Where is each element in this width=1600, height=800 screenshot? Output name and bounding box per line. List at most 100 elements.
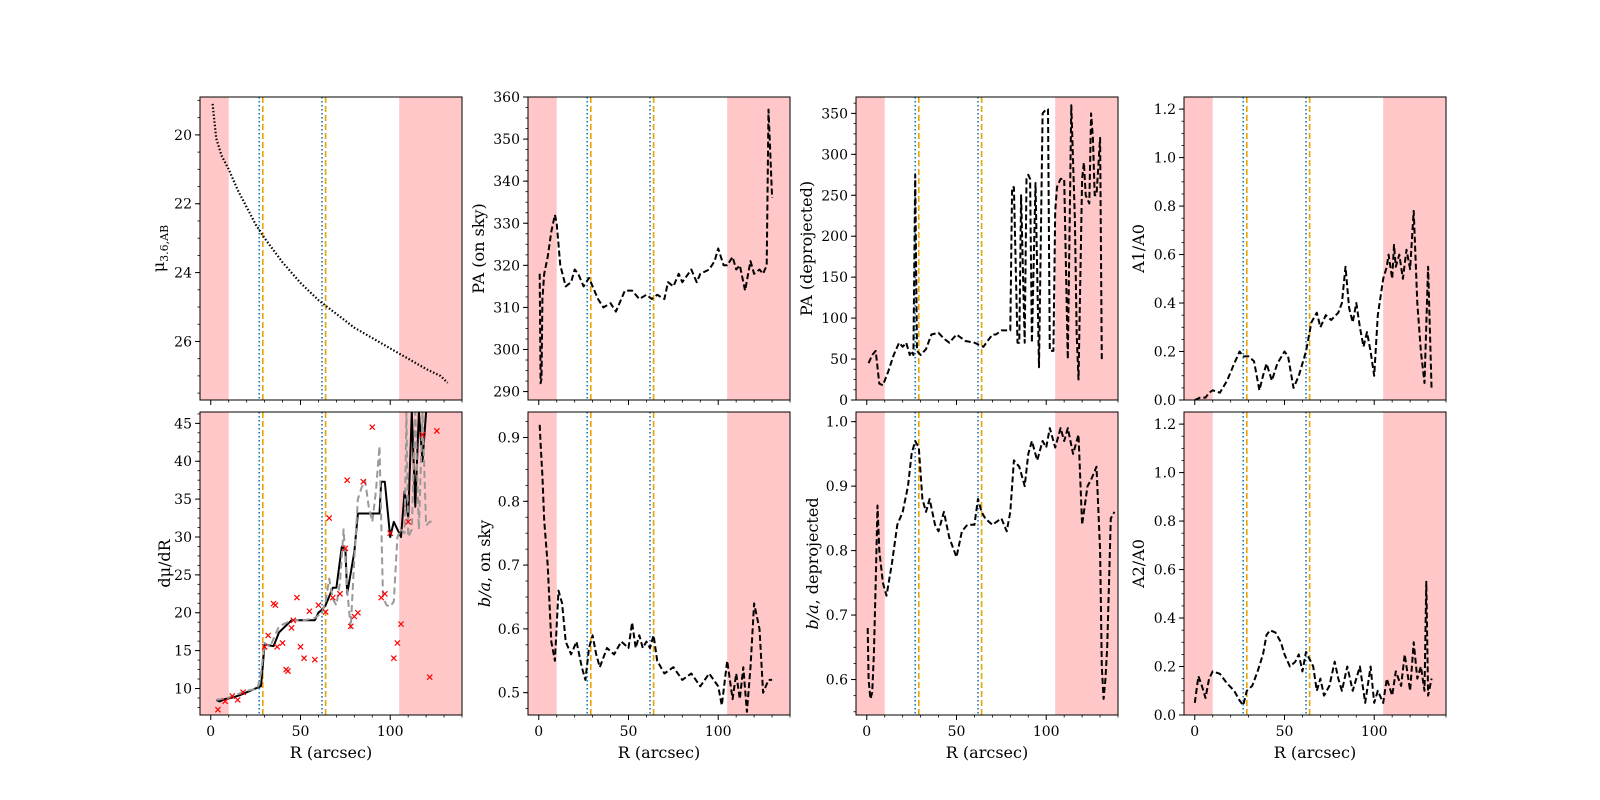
red-x-marker: [265, 632, 272, 639]
shaded-region-1: [399, 97, 462, 400]
y-tick-label: 1.2: [1154, 417, 1176, 433]
y-axis-label: b/a, on sky: [475, 520, 494, 607]
y-tick-label: 24: [174, 266, 192, 282]
panel-surface-brightness: 20 22 24 26 μ3.6,AB: [149, 96, 463, 405]
y-tick-label: 50: [830, 352, 848, 368]
series-line-step: [215, 412, 428, 703]
x-tick-label: 100: [705, 724, 732, 740]
red-x-marker: [342, 545, 349, 552]
series-line-surface-brightness: [211, 103, 449, 384]
x-tick-label: 0: [1190, 724, 1199, 740]
y-tick-label: 45: [174, 416, 192, 432]
red-x-marker: [315, 602, 322, 609]
axes-frame: [527, 96, 791, 401]
y-tick-label: 0.7: [826, 608, 848, 624]
panel-dmu-dr: 10 15 20 25 30 35 40 45 0 50 100 dμ/dR R (arcsec): [155, 411, 463, 762]
y-tick-label: 0.5: [498, 686, 520, 702]
y-tick-label: 30: [174, 530, 192, 546]
red-x-marker: [326, 515, 333, 522]
y-tick-label: 25: [174, 568, 192, 584]
x-tick-label: 0: [206, 724, 215, 740]
x-tick-label: 100: [1361, 724, 1388, 740]
y-tick-label: 0.8: [826, 544, 848, 560]
shaded-region-0: [528, 97, 557, 400]
y-axis-label-rest: , deprojected: [803, 497, 822, 604]
y-tick-label: 340: [493, 174, 520, 190]
axes-frame: [1183, 96, 1447, 401]
red-x-marker: [344, 477, 351, 484]
panel-ba-on-sky: 0.5 0.6 0.7 0.8 0.9 0 50 100 b/a, on sky R (arc…: [475, 411, 791, 762]
red-x-marker: [290, 617, 297, 624]
panel-a2-a0: 0.0 0.2 0.4 0.6 0.8 1.0 1.2 0 50 100 A2/A0 R (arc…: [1129, 411, 1447, 762]
shaded-region-1: [727, 97, 790, 400]
red-x-marker: [405, 518, 412, 525]
series-line-b-a-deprojected: [866, 427, 1116, 700]
red-x-marker: [369, 424, 376, 431]
plot-area: 0.0 0.2 0.4 0.6 0.8 1.0 1.2: [1154, 96, 1447, 409]
shaded-region-1: [727, 412, 790, 715]
red-x-marker: [214, 706, 221, 713]
red-x-marker: [288, 624, 295, 631]
panel-pa-on-sky: 290 300 310 320 330 340 350 360 PA (on sky): [469, 90, 791, 405]
red-x-marker: [381, 590, 388, 597]
y-tick-label: 0.6: [1154, 563, 1176, 579]
red-x-marker: [306, 608, 313, 615]
y-tick-label: 310: [493, 300, 520, 316]
y-tick-label: 0.8: [1154, 514, 1176, 530]
y-tick-label: 150: [821, 270, 848, 286]
red-x-marker: [279, 640, 286, 647]
red-x-marker: [360, 478, 367, 485]
plot-area: 0.6 0.7 0.8 0.9 1.0 0 50 100: [826, 411, 1119, 740]
y-axis-label-italic: b/a: [475, 582, 494, 607]
red-x-marker: [329, 594, 336, 601]
x-tick-label: 50: [292, 724, 310, 740]
y-tick-label: 360: [493, 90, 520, 106]
shaded-region-0: [1184, 97, 1213, 400]
plot-area: 0 50 100 150 200 250 300 350: [821, 96, 1119, 409]
y-tick-label: 200: [821, 229, 848, 245]
y-axis-label: μ3.6,AB: [149, 225, 171, 272]
y-tick-label: 330: [493, 216, 520, 232]
plot-area: 0.5 0.6 0.7 0.8 0.9 0 50 100: [498, 411, 791, 740]
red-x-marker: [322, 608, 329, 616]
axes-frame: [199, 411, 463, 716]
y-tick-label: 0.7: [498, 558, 520, 574]
red-x-marker: [229, 693, 236, 700]
x-tick-label: 100: [377, 724, 404, 740]
y-tick-label: 0.9: [826, 479, 848, 495]
y-tick-label: 1.0: [1154, 466, 1176, 482]
plot-clip: [1184, 97, 1446, 400]
x-tick-label: 100: [1033, 724, 1060, 740]
y-axis-label-italic: b/a: [803, 604, 822, 629]
y-axis-label: b/a, deprojected: [803, 497, 822, 629]
x-tick-label: 50: [620, 724, 638, 740]
red-x-marker: [222, 698, 229, 705]
x-axis-label: R (arcsec): [290, 743, 372, 762]
axes-frame: [855, 96, 1119, 401]
x-tick-label: 50: [1276, 724, 1294, 740]
y-tick-label: 0.0: [1154, 393, 1176, 409]
red-x-marker: [234, 696, 241, 703]
y-tick-label: 350: [493, 132, 520, 148]
y-tick-label: 10: [174, 681, 192, 697]
axes-frame: [527, 411, 791, 716]
y-axis-label: A2/A0: [1129, 539, 1148, 589]
shaded-region-0: [856, 97, 885, 400]
y-tick-label: 15: [174, 644, 192, 660]
y-tick-label: 40: [174, 454, 192, 470]
red-x-marker: [433, 427, 440, 434]
y-axis-label-sub: 3.6,AB: [158, 225, 171, 262]
red-x-marker: [301, 655, 308, 662]
red-x-marker: [261, 643, 268, 650]
axes-frame: [199, 96, 463, 401]
shaded-region-0: [856, 412, 885, 715]
plot-clip: [528, 412, 790, 715]
y-tick-label: 0.4: [1154, 611, 1176, 627]
series-line-pa: [538, 108, 774, 385]
y-tick-label: 0.9: [498, 431, 520, 447]
y-axis-label-main: μ: [149, 262, 168, 272]
shaded-region-0: [1184, 412, 1213, 715]
y-tick-label: 0.6: [826, 673, 848, 689]
y-tick-label: 0.8: [498, 494, 520, 510]
